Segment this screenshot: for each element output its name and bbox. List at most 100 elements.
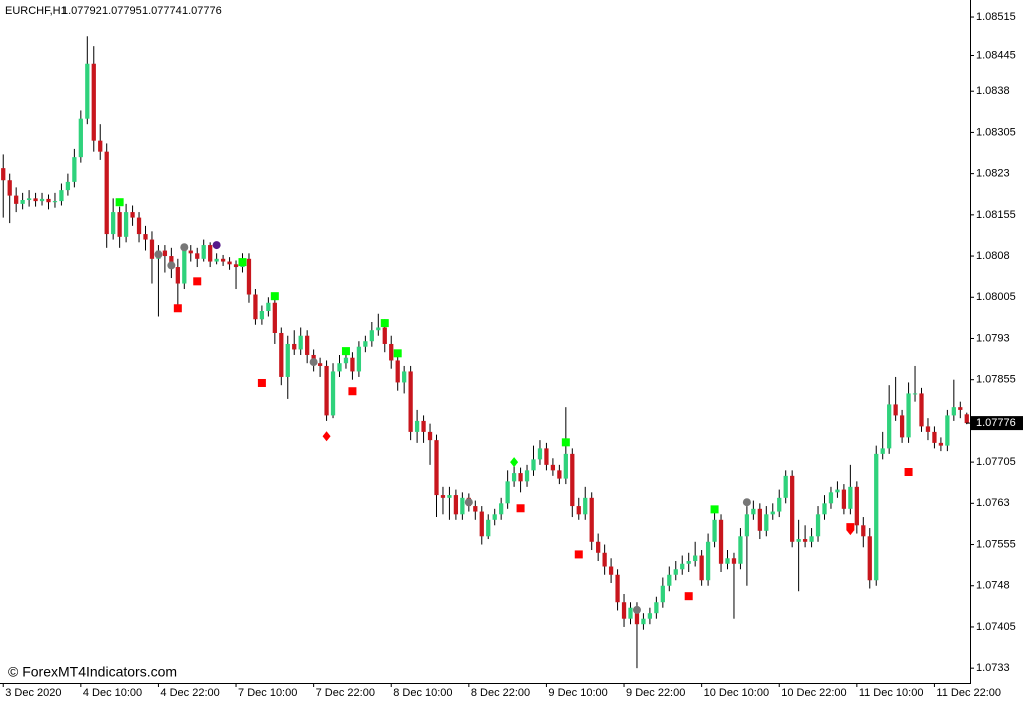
y-tick-label: 1.08305 <box>976 126 1016 138</box>
candle-body <box>91 63 96 141</box>
y-tick-label: 1.0733 <box>976 662 1010 674</box>
candle-body <box>951 407 956 416</box>
candle-body <box>964 414 969 424</box>
candle-body <box>214 258 219 262</box>
candle-body <box>802 539 808 542</box>
candle-body <box>175 267 180 284</box>
signal-square <box>257 378 266 387</box>
candle-body <box>14 195 19 204</box>
candle-body <box>279 332 284 377</box>
candle-body <box>770 511 775 515</box>
candle-body <box>7 180 12 196</box>
candle-body <box>887 404 892 449</box>
candle-body <box>544 448 549 465</box>
header-ohlc-value: 1.07774 <box>142 5 182 17</box>
candle-body <box>899 415 905 438</box>
candle-body <box>473 506 478 512</box>
candle-body <box>421 420 426 432</box>
candle-body <box>149 239 155 259</box>
x-tick-label: 11 Dec 22:00 <box>936 687 1001 699</box>
y-tick-label: 1.0838 <box>976 85 1010 97</box>
candle-body <box>576 506 581 515</box>
signal-dot <box>309 358 318 367</box>
candle-body <box>583 497 588 515</box>
y-tick-label: 1.08515 <box>976 11 1016 23</box>
candle-body <box>65 181 71 191</box>
candle-body <box>130 212 135 218</box>
candle-body <box>440 495 446 498</box>
candle-body <box>143 234 148 240</box>
candle-body <box>220 258 226 262</box>
candle-body <box>201 245 206 259</box>
candle-body <box>680 563 685 570</box>
candle-body <box>596 541 601 553</box>
signal-shield <box>846 523 855 536</box>
x-tick-label: 10 Dec 22:00 <box>781 687 846 699</box>
candle-body <box>744 514 750 537</box>
last-price-label: 1.07776 <box>976 417 1016 429</box>
candle-body <box>557 470 562 479</box>
candle-body <box>337 363 342 372</box>
x-tick-label: 3 Dec 2020 <box>5 687 61 699</box>
candle-body <box>751 508 756 515</box>
candle-body <box>382 327 387 344</box>
y-tick-label: 1.07405 <box>976 621 1016 633</box>
signal-square <box>341 347 350 356</box>
candle-body <box>389 343 394 361</box>
candle-body <box>854 486 859 526</box>
candle-body <box>712 519 717 542</box>
candle-body <box>660 585 665 603</box>
y-tick-label: 1.08445 <box>976 49 1016 61</box>
candle-body <box>46 198 51 203</box>
candle-body <box>621 602 627 619</box>
signal-square <box>574 550 583 559</box>
candle-body <box>796 539 801 542</box>
candle-body <box>292 343 297 350</box>
candle-body <box>162 250 168 257</box>
candle-body <box>815 514 821 537</box>
y-tick-label: 1.08155 <box>976 209 1016 221</box>
candle-body <box>78 118 83 158</box>
candle-body <box>492 514 497 520</box>
candle-body <box>790 475 795 542</box>
candle-body <box>395 360 400 383</box>
candle-body <box>195 253 200 259</box>
signal-square <box>173 304 182 313</box>
signal-dot <box>632 605 641 614</box>
signal-square <box>904 468 913 477</box>
candle-body <box>757 508 762 531</box>
candle-body <box>285 343 290 377</box>
candle-body <box>350 357 355 372</box>
candle-body <box>673 569 678 575</box>
signal-square <box>348 387 357 396</box>
x-tick-label: 4 Dec 22:00 <box>160 687 219 699</box>
candle-body <box>85 63 90 119</box>
candle-body <box>356 346 362 372</box>
candle-body <box>550 464 556 471</box>
signal-square <box>270 292 279 301</box>
candle-body <box>958 407 963 410</box>
candle-body <box>867 536 872 581</box>
candle-body <box>841 489 847 509</box>
candle-body <box>117 212 122 237</box>
candle-body <box>693 555 698 562</box>
candle-body <box>835 489 840 493</box>
y-tick-label: 1.07855 <box>976 374 1016 386</box>
candle-body <box>486 519 491 537</box>
candle-body <box>608 566 614 575</box>
signal-dot <box>464 498 473 507</box>
candle-body <box>647 613 653 619</box>
candle-body <box>266 302 271 312</box>
candle-body <box>33 198 38 202</box>
candle-body <box>641 618 646 625</box>
candle-body <box>26 198 32 201</box>
candle-body <box>272 302 277 333</box>
candle-body <box>764 514 769 531</box>
candle-body <box>317 363 323 366</box>
candle-body <box>893 404 898 416</box>
candle-body <box>686 561 691 564</box>
candle-body <box>324 365 329 416</box>
candle-body <box>699 555 704 581</box>
candle-body <box>447 495 452 498</box>
